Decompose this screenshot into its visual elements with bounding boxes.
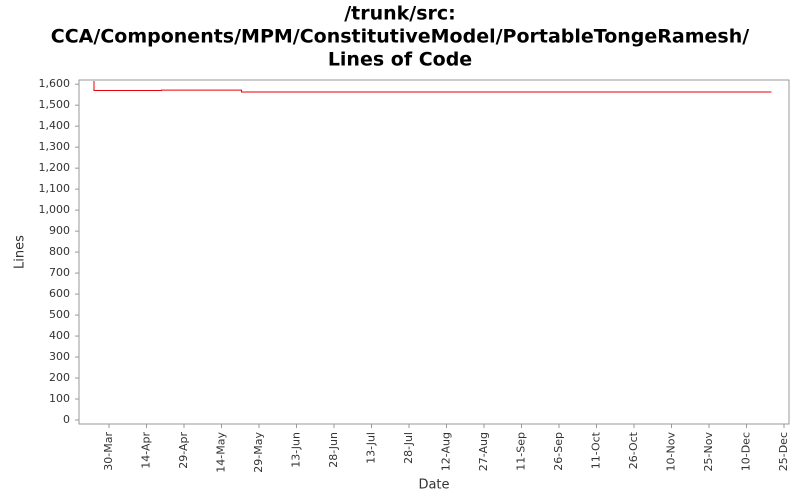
y-tick-label: 0: [63, 413, 70, 426]
x-tick-label: 10-Dec: [740, 432, 753, 471]
chart-title: CCA/Components/MPM/ConstitutiveModel/Por…: [51, 26, 749, 48]
y-tick-label: 300: [49, 350, 70, 363]
y-axis-title: Lines: [13, 235, 28, 269]
x-tick-label: 10-Nov: [665, 432, 678, 472]
x-axis-title: Date: [418, 478, 449, 493]
x-tick-label: 14-May: [215, 432, 228, 473]
x-tick-label: 25-Dec: [777, 432, 790, 471]
x-tick-label: 25-Nov: [702, 432, 715, 472]
chart-title: /trunk/src:: [344, 3, 456, 25]
y-tick-label: 500: [49, 308, 70, 321]
x-tick-label: 28-Jun: [327, 432, 340, 468]
y-tick-label: 700: [49, 266, 70, 279]
x-tick-label: 27-Aug: [477, 432, 490, 471]
y-tick-label: 1,200: [39, 161, 71, 174]
y-tick-label: 1,400: [39, 119, 71, 132]
y-tick-label: 400: [49, 329, 70, 342]
x-tick-label: 13-Jul: [365, 432, 378, 464]
x-tick-label: 29-Apr: [177, 432, 190, 469]
x-tick-label: 13-Jun: [290, 432, 303, 468]
y-tick-label: 1,500: [39, 98, 71, 111]
data-line: [93, 81, 772, 93]
y-tick-label: 1,600: [39, 77, 71, 90]
y-tick-label: 200: [49, 371, 70, 384]
y-tick-label: 1,100: [39, 182, 71, 195]
x-tick-label: 26-Oct: [627, 431, 640, 469]
x-tick-label: 12-Aug: [440, 432, 453, 471]
x-tick-label: 11-Sep: [515, 432, 528, 471]
y-tick-label: 100: [49, 392, 70, 405]
x-tick-label: 30-Mar: [102, 432, 115, 471]
x-tick-label: 11-Oct: [590, 431, 603, 469]
y-tick-label: 600: [49, 287, 70, 300]
plot-area: [78, 79, 790, 425]
x-tick-label: 14-Apr: [140, 432, 153, 469]
chart-title: Lines of Code: [328, 49, 472, 71]
x-tick-label: 28-Jul: [402, 432, 415, 464]
y-tick-label: 1,300: [39, 140, 71, 153]
y-tick-label: 1,000: [39, 203, 71, 216]
x-tick-label: 29-May: [252, 432, 265, 473]
y-tick-label: 800: [49, 245, 70, 258]
x-tick-label: 26-Sep: [552, 432, 565, 471]
y-tick-label: 900: [49, 224, 70, 237]
